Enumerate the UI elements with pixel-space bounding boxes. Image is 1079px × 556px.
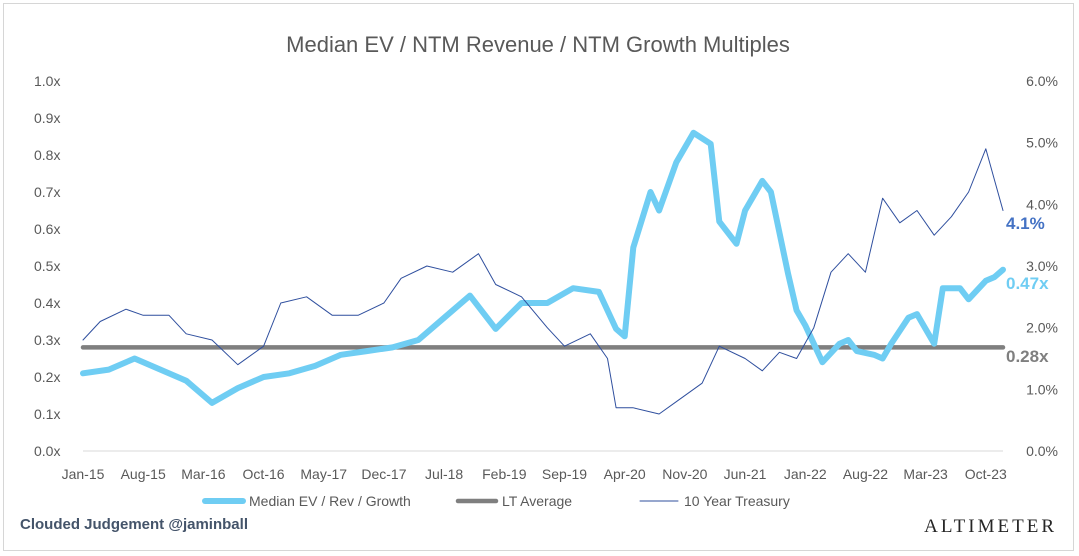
left-axis-tick-label: 0.3x	[34, 332, 60, 348]
x-axis-tick-label: Sep-19	[542, 466, 587, 482]
legend-label-10-year-treasury: 10 Year Treasury	[684, 493, 790, 509]
series-line-10-year-treasury	[82, 148, 1004, 415]
right-axis-tick-label: 2.0%	[1026, 320, 1058, 336]
chart-frame	[3, 3, 1074, 551]
x-axis-tick-label: Oct-23	[965, 466, 1007, 482]
brand-logo: ALTIMETER	[924, 516, 1057, 537]
left-axis-tick-label: 0.2x	[34, 369, 60, 385]
right-axis-tick-label: 6.0%	[1026, 73, 1058, 89]
x-axis-tick-label: Aug-15	[121, 466, 166, 482]
end-label-10-year-treasury: 4.1%	[1006, 214, 1045, 233]
x-axis-tick-label: Jan-15	[62, 466, 105, 482]
end-label-median-ev-rev-growth: 0.47x	[1006, 274, 1049, 293]
x-axis-tick-label: Apr-20	[604, 466, 646, 482]
right-axis-tick-label: 5.0%	[1026, 135, 1058, 151]
x-axis-tick-label: Nov-20	[662, 466, 707, 482]
chart-title: Median EV / NTM Revenue / NTM Growth Mul…	[286, 32, 790, 57]
legend-label-lt-average: LT Average	[502, 493, 572, 509]
credit-text: Clouded Judgement @jaminball	[20, 516, 248, 533]
legend-label-median-ev-rev-growth: Median EV / Rev / Growth	[249, 493, 411, 509]
left-axis-tick-label: 0.0x	[34, 443, 60, 459]
x-axis-tick-label: Feb-19	[482, 466, 527, 482]
left-axis-tick-label: 0.4x	[34, 295, 60, 311]
x-axis-tick-label: Dec-17	[361, 466, 406, 482]
left-axis-tick-label: 0.7x	[34, 184, 60, 200]
left-axis-tick-label: 0.8x	[34, 147, 60, 163]
left-axis-tick-label: 0.9x	[34, 110, 60, 126]
right-axis-tick-label: 1.0%	[1026, 381, 1058, 397]
left-axis-tick-label: 0.5x	[34, 258, 60, 274]
x-axis-tick-label: Oct-16	[243, 466, 285, 482]
x-axis-tick-label: Mar-23	[903, 466, 948, 482]
x-axis-tick-label: May-17	[300, 466, 347, 482]
left-axis-tick-label: 0.6x	[34, 221, 60, 237]
x-axis-tick-label: Jan-22	[784, 466, 827, 482]
x-axis-tick-label: Mar-16	[181, 466, 226, 482]
left-axis-tick-label: 1.0x	[34, 73, 60, 89]
left-axis-tick-label: 0.1x	[34, 406, 60, 422]
x-axis-tick-label: Jul-18	[425, 466, 463, 482]
x-axis-tick-label: Jun-21	[724, 466, 767, 482]
x-axis-tick-label: Aug-22	[843, 466, 888, 482]
series-line-median-ev-rev-growth	[80, 129, 1006, 406]
right-axis-tick-label: 3.0%	[1026, 258, 1058, 274]
right-axis-tick-label: 4.0%	[1026, 196, 1058, 212]
end-label-lt-average: 0.28x	[1006, 347, 1049, 366]
right-axis-tick-label: 0.0%	[1026, 443, 1058, 459]
